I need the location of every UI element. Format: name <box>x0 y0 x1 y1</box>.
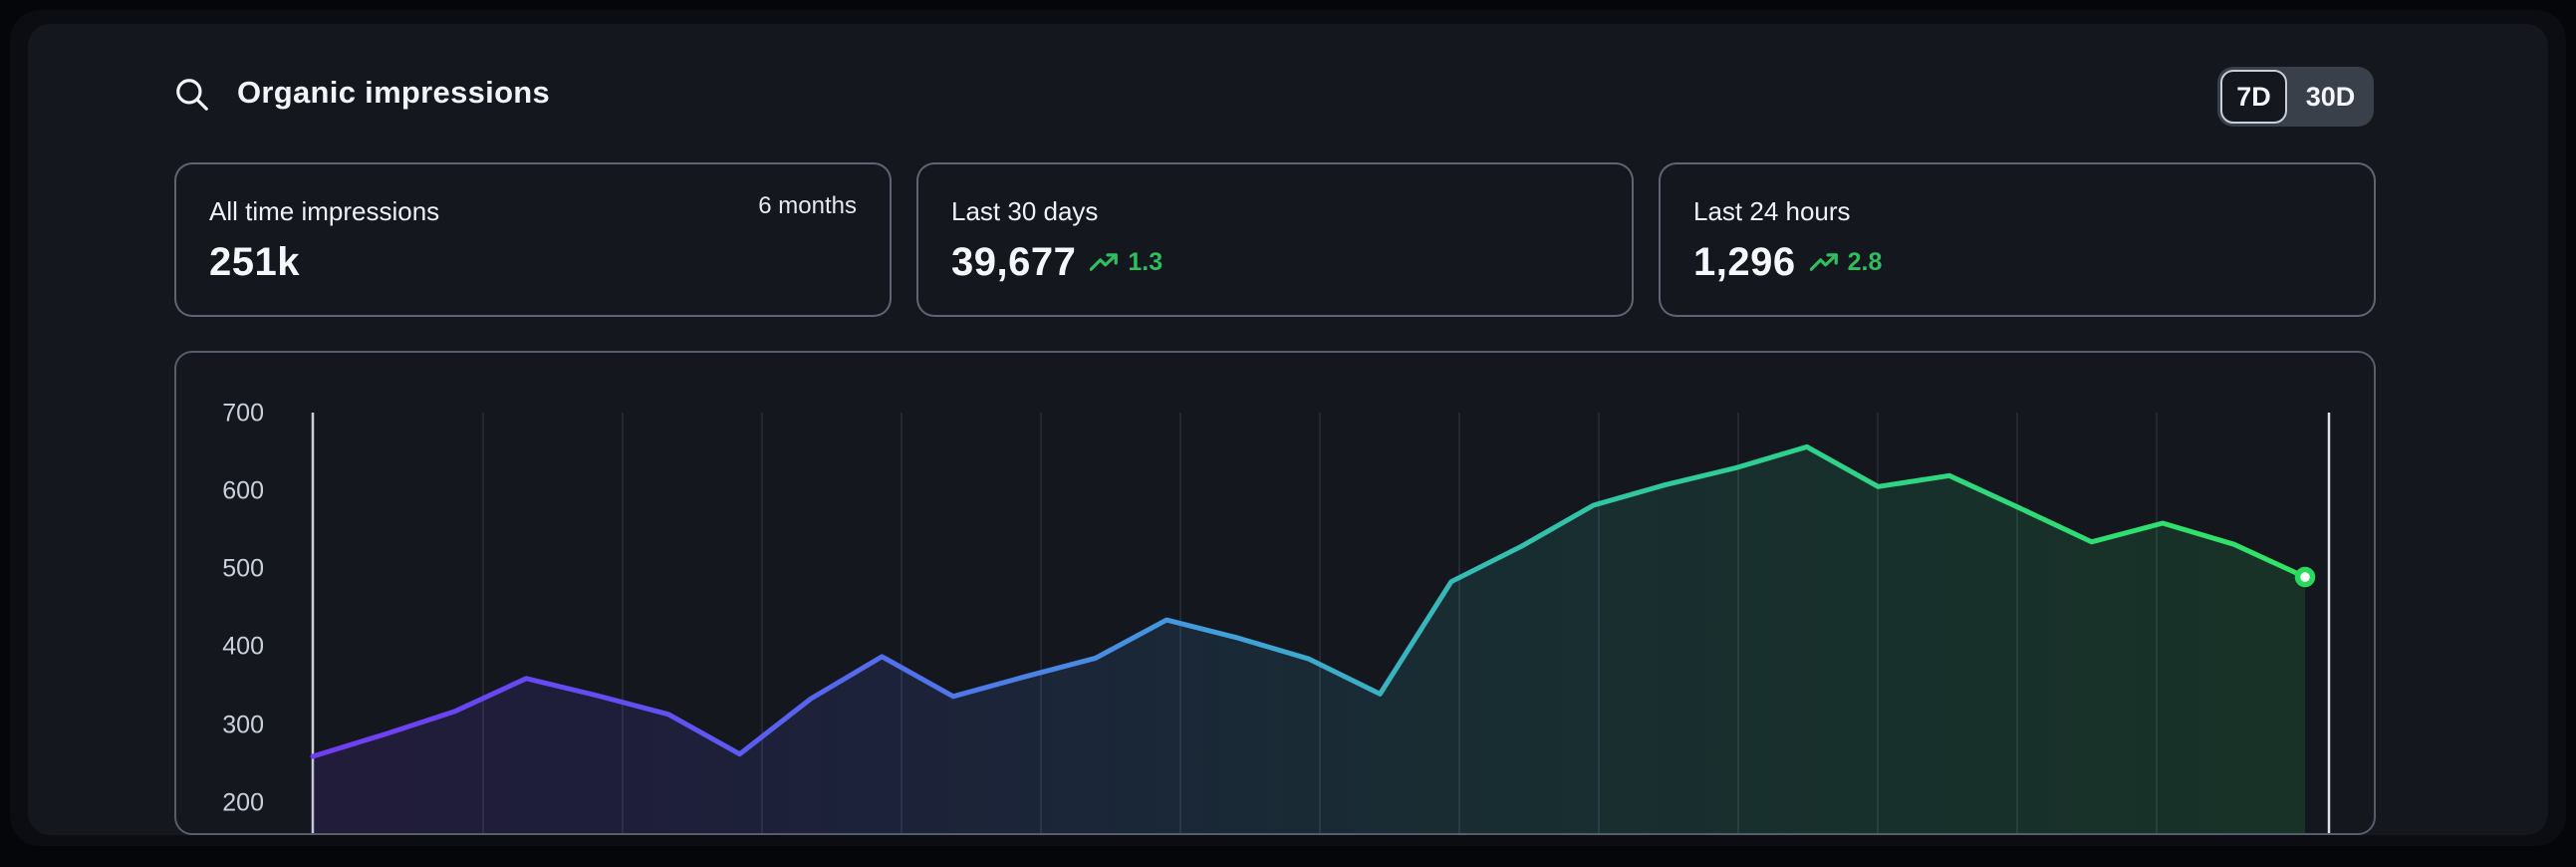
card-last-24-hours: Last 24 hours 1,296 2.8 <box>1659 162 2376 317</box>
y-tick-label: 600 <box>222 476 264 505</box>
impressions-line <box>310 443 2308 759</box>
trending-up-icon <box>1090 252 1119 271</box>
card-period-note: 6 months <box>758 192 857 219</box>
trending-up-icon <box>1809 252 1838 271</box>
y-tick-label: 400 <box>222 632 264 661</box>
page-title: Organic impressions <box>237 75 551 110</box>
search-icon[interactable] <box>173 76 211 114</box>
y-tick-label: 500 <box>222 554 264 583</box>
y-tick-label: 700 <box>222 399 264 428</box>
end-point-dot <box>2294 566 2316 588</box>
y-tick-label: 300 <box>222 711 264 739</box>
card-label: Last 24 hours <box>1693 196 1851 226</box>
card-last-30-days: Last 30 days 39,677 1.3 <box>916 162 1634 317</box>
area-fill <box>313 446 2305 833</box>
delta-badge: 2.8 <box>1809 248 1883 277</box>
line-chart-canvas <box>310 413 2331 833</box>
card-value: 251k <box>209 240 300 284</box>
impressions-chart[interactable]: 700 600 500 400 300 200 <box>174 351 2376 835</box>
delta-value: 1.3 <box>1128 248 1163 276</box>
date-range-toggle: 7D 30D <box>2217 67 2374 127</box>
card-label: Last 30 days <box>951 196 1099 226</box>
toggle-30d-button[interactable]: 30D <box>2305 81 2356 112</box>
card-value: 1,296 <box>1693 240 1796 284</box>
card-all-time-impressions: All time impressions 6 months 251k <box>174 162 892 317</box>
toggle-7d-button[interactable]: 7D <box>2220 70 2287 124</box>
delta-badge: 1.3 <box>1090 248 1162 277</box>
delta-value: 2.8 <box>1847 248 1883 276</box>
card-label: All time impressions <box>209 196 440 226</box>
card-value: 39,677 <box>951 240 1077 284</box>
y-tick-label: 200 <box>222 788 264 817</box>
